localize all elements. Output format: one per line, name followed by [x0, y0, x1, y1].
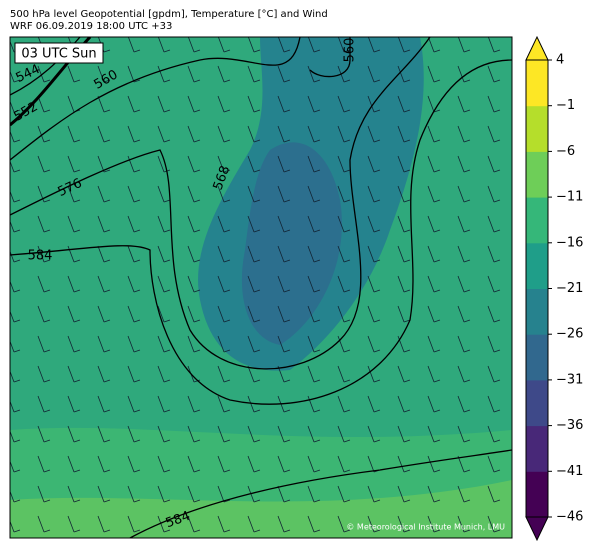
colorbar-tick-label: −16 — [556, 235, 583, 250]
colorbar-band — [526, 379, 548, 427]
colorbar-band — [526, 60, 548, 107]
colorbar-band — [526, 471, 548, 518]
colorbar-tick-label: −21 — [556, 281, 583, 296]
colorbar-band — [526, 151, 548, 198]
colorbar-band — [526, 425, 548, 472]
contour-label: 560 — [343, 38, 358, 63]
colorbar-arrow — [525, 35, 549, 61]
wind-barbs — [10, 37, 512, 538]
subtitle: WRF 06.09.2019 18:00 UTC +33 — [10, 21, 172, 32]
colorbar-tick-label: −6 — [556, 144, 575, 159]
colorbar-band — [526, 242, 548, 289]
colorbar-tick-label: −36 — [556, 418, 583, 433]
colorbar: 4 −1 −6 −11 −16 −21 −26 −31 −36 −41 −46 — [525, 35, 583, 542]
colorbar-tick-label: −31 — [556, 372, 583, 387]
colorbar-tick-label: −1 — [556, 98, 575, 113]
colorbar-band — [526, 288, 548, 335]
contour-label: 584 — [28, 249, 53, 264]
credit: © Meteorological Institute Munich, LMU — [346, 523, 505, 532]
colorbar-tick-label: −26 — [556, 327, 583, 342]
title: 500 hPa level Geopotential [gpdm], Tempe… — [10, 9, 328, 20]
map: 544 552 560 576 584 568 560 584 © Meteor… — [10, 37, 512, 538]
map-frame — [9, 36, 513, 539]
colorbar-tick-label: −11 — [556, 190, 583, 205]
colorbar-band — [526, 334, 548, 381]
colorbar-tick-label: −46 — [556, 510, 583, 525]
colorbar-tick-label: 4 — [556, 53, 564, 68]
colorbar-band — [526, 105, 548, 152]
time-box — [14, 42, 104, 64]
colorbar-tick-label: −41 — [556, 464, 583, 479]
colorbar-arrow — [525, 516, 549, 542]
time-label: 03 UTC Sun — [21, 47, 96, 62]
colorbar-band — [526, 197, 548, 244]
